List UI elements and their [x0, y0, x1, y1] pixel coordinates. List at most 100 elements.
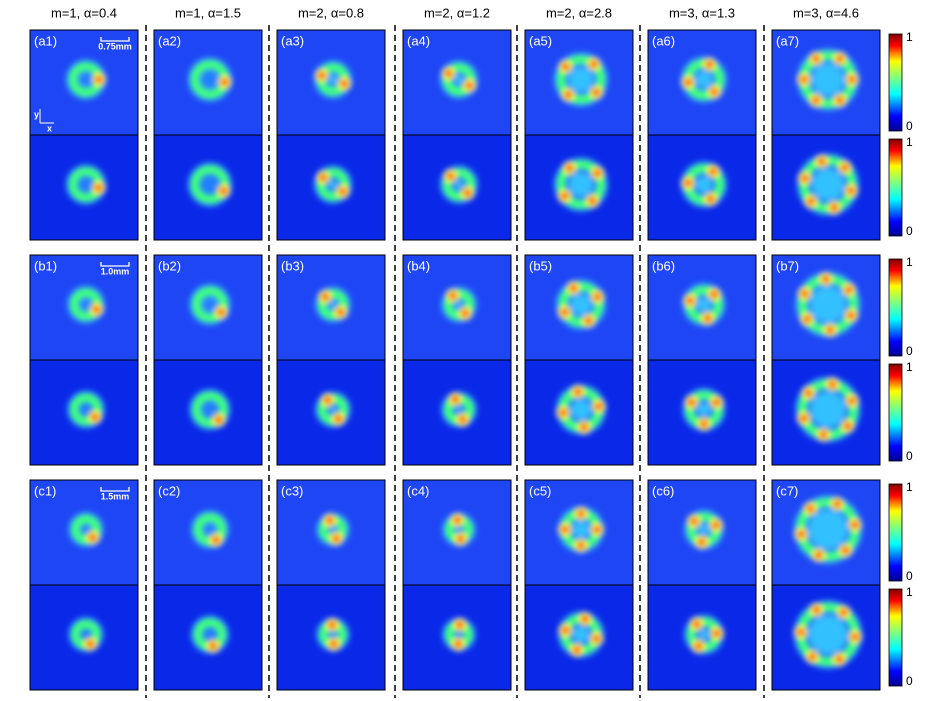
beam: [792, 599, 864, 670]
colorbar-max: 1: [906, 30, 913, 44]
beam-spot: [839, 608, 848, 617]
beam-spot: [807, 197, 815, 206]
beam: [553, 156, 609, 213]
beam-spot: [821, 275, 830, 283]
beam-spot: [463, 189, 472, 197]
beam-spot: [94, 184, 103, 192]
beam: [681, 387, 727, 432]
beam-core: [571, 294, 591, 315]
beam-core: [696, 176, 712, 193]
beam-spot: [712, 521, 720, 529]
beam: [187, 161, 233, 208]
beam-panel: [153, 359, 263, 466]
panel-label: (a5): [529, 33, 552, 48]
beam-panel: [276, 584, 386, 691]
beam-core: [569, 67, 593, 92]
beam-spot: [686, 296, 694, 305]
beam-panel: [276, 134, 386, 241]
beam-spot: [449, 291, 457, 300]
beam-panel: (c4): [402, 479, 512, 586]
beam: [65, 58, 107, 101]
beam-spot: [92, 305, 101, 314]
beam: [313, 164, 353, 205]
beam-ring: [442, 168, 476, 201]
beam-spot: [828, 380, 837, 389]
panel-bg: [402, 584, 512, 691]
beam-panel: (c6): [647, 479, 757, 586]
axis-y-label: y: [34, 109, 39, 119]
colorbar: [888, 258, 903, 357]
beam: [188, 283, 232, 326]
beam: [439, 59, 479, 100]
beam-ring: [192, 286, 228, 323]
beam-spot: [91, 413, 99, 421]
beam: [557, 610, 605, 659]
beam-panel: (b7): [771, 254, 881, 361]
panel-label: (a1): [34, 33, 57, 48]
beam-core: [812, 63, 844, 96]
beam: [314, 390, 352, 429]
beam: [555, 383, 607, 436]
beam-spot: [593, 293, 602, 301]
beam-spot: [845, 286, 853, 294]
beam-core: [456, 406, 462, 413]
beam-core: [82, 300, 90, 309]
panel-label: (b2): [158, 258, 181, 273]
scale-bar-label: 1.5mm: [101, 491, 130, 501]
colorbar: [888, 483, 903, 582]
beam-spot: [590, 60, 598, 68]
beam-spot: [325, 516, 334, 525]
beam-spot: [830, 203, 839, 212]
beam-spot: [812, 54, 820, 63]
beam-core: [455, 75, 463, 84]
beam-panel: [524, 134, 634, 241]
beam: [65, 163, 107, 206]
scale-bar-label: 0.75mm: [98, 41, 132, 51]
beam-spot: [220, 78, 229, 86]
beam-core: [808, 615, 848, 654]
beam-spot: [573, 646, 581, 654]
beam-spot: [841, 546, 850, 555]
beam-core: [810, 286, 846, 323]
colorbar-min: 0: [906, 119, 913, 133]
panel-label: (a6): [652, 33, 675, 48]
beam-spot: [88, 533, 97, 542]
beam-spot: [851, 633, 859, 641]
beam-spot: [812, 606, 821, 614]
colorbar: [888, 588, 903, 687]
beam-core: [83, 527, 89, 532]
beam-panel: (b5): [524, 254, 634, 361]
colorbar: [888, 138, 903, 237]
colorbar-min: 0: [906, 569, 913, 583]
beam-spot: [465, 81, 474, 90]
panel-label: (b4): [407, 258, 430, 273]
beam-core: [571, 399, 591, 420]
beam-panel: (b6): [647, 254, 757, 361]
beam-core: [330, 301, 336, 308]
beam-spot: [684, 179, 692, 187]
beam: [187, 56, 233, 103]
panel-label: (c2): [158, 483, 180, 498]
beam-spot: [826, 326, 835, 334]
beam-core: [203, 177, 217, 192]
beam-spot: [95, 75, 103, 84]
beam-spot: [559, 408, 568, 417]
beam-spot: [456, 535, 465, 543]
beam-core: [457, 527, 461, 532]
beam-spot: [212, 536, 220, 544]
beam-core: [330, 406, 336, 413]
panel-label: (a4): [407, 33, 430, 48]
beam: [794, 270, 862, 339]
beam-spot: [86, 640, 95, 648]
beam-core: [696, 71, 712, 88]
beam-spot: [323, 396, 332, 404]
beam-panel: (c5): [524, 479, 634, 586]
beam-spot: [336, 308, 345, 316]
beam-core: [699, 524, 709, 535]
panel-label: (b5): [529, 258, 552, 273]
beam-spot: [710, 87, 719, 96]
beam-panel: [153, 584, 263, 691]
beam: [681, 282, 727, 327]
beam-spot: [317, 71, 326, 80]
